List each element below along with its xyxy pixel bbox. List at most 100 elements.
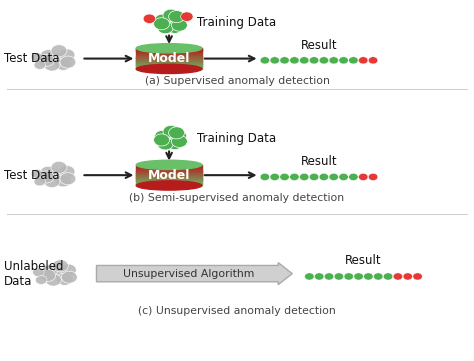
Circle shape	[319, 57, 328, 64]
Text: Model: Model	[148, 169, 190, 182]
Circle shape	[339, 57, 348, 64]
Circle shape	[57, 273, 73, 285]
Circle shape	[61, 271, 77, 283]
Circle shape	[260, 57, 270, 64]
Text: Test Data: Test Data	[4, 169, 60, 182]
Text: (b) Semi-supervised anomaly detection: (b) Semi-supervised anomaly detection	[129, 192, 345, 203]
Bar	[137, 52, 202, 53]
Circle shape	[171, 130, 186, 142]
Circle shape	[315, 273, 324, 280]
Ellipse shape	[137, 64, 202, 74]
Circle shape	[358, 57, 368, 64]
Bar	[137, 165, 202, 166]
Circle shape	[59, 166, 75, 178]
Bar	[137, 58, 202, 59]
Bar	[137, 166, 202, 168]
Circle shape	[60, 56, 76, 68]
Bar	[137, 61, 202, 62]
Circle shape	[181, 12, 193, 21]
Bar	[137, 177, 202, 178]
Bar	[137, 51, 202, 52]
Bar	[137, 60, 202, 61]
Bar	[137, 56, 202, 57]
Circle shape	[368, 173, 378, 180]
Circle shape	[46, 274, 61, 286]
Bar	[137, 174, 202, 175]
Circle shape	[270, 173, 279, 180]
Circle shape	[55, 58, 71, 70]
Circle shape	[172, 19, 187, 31]
Circle shape	[290, 173, 299, 180]
Circle shape	[157, 138, 173, 150]
Bar	[137, 179, 202, 180]
Text: Test Data: Test Data	[4, 52, 60, 65]
Circle shape	[358, 173, 368, 180]
Bar	[137, 176, 202, 177]
Circle shape	[51, 45, 67, 57]
Bar	[137, 178, 202, 179]
Bar	[137, 173, 202, 174]
Bar	[137, 62, 202, 63]
Bar	[137, 48, 202, 49]
Circle shape	[329, 173, 338, 180]
Circle shape	[161, 132, 177, 145]
Bar	[137, 49, 202, 50]
Circle shape	[344, 273, 354, 280]
Circle shape	[33, 268, 44, 277]
Circle shape	[51, 161, 67, 173]
Bar	[137, 171, 202, 172]
Bar	[137, 65, 202, 66]
Circle shape	[157, 22, 173, 34]
Circle shape	[155, 14, 171, 26]
Circle shape	[42, 265, 57, 277]
Circle shape	[167, 138, 182, 149]
Circle shape	[44, 175, 60, 188]
Bar	[137, 172, 202, 173]
Bar	[137, 67, 202, 68]
Circle shape	[172, 135, 187, 147]
Bar	[137, 50, 202, 51]
Circle shape	[40, 50, 56, 62]
Circle shape	[40, 269, 56, 282]
Circle shape	[290, 57, 299, 64]
Bar	[137, 180, 202, 181]
Bar	[137, 56, 202, 57]
Circle shape	[155, 130, 171, 143]
Circle shape	[374, 273, 383, 280]
Text: Result: Result	[301, 156, 337, 169]
Bar	[137, 66, 202, 68]
Circle shape	[53, 260, 68, 272]
Bar	[137, 55, 202, 56]
Bar	[137, 49, 202, 50]
Circle shape	[280, 173, 289, 180]
Text: (a) Supervised anomaly detection: (a) Supervised anomaly detection	[145, 76, 329, 86]
Bar	[137, 174, 202, 175]
Bar	[137, 181, 202, 182]
Circle shape	[339, 173, 348, 180]
Bar	[137, 53, 202, 55]
Circle shape	[413, 273, 422, 280]
Circle shape	[300, 57, 309, 64]
Circle shape	[171, 13, 186, 26]
Bar	[137, 48, 202, 49]
Circle shape	[49, 169, 64, 181]
Bar	[137, 177, 202, 178]
Bar	[137, 61, 202, 62]
FancyArrow shape	[97, 262, 292, 284]
Bar	[137, 182, 202, 183]
Circle shape	[60, 264, 76, 276]
Text: Model: Model	[148, 52, 190, 65]
Circle shape	[31, 169, 43, 178]
Circle shape	[31, 53, 43, 61]
Bar	[137, 178, 202, 179]
Bar	[137, 55, 202, 56]
Circle shape	[40, 166, 56, 178]
Bar	[137, 59, 202, 60]
Circle shape	[36, 276, 47, 284]
Circle shape	[163, 125, 179, 138]
Bar	[137, 66, 202, 67]
Circle shape	[403, 273, 412, 280]
Circle shape	[38, 171, 55, 183]
Circle shape	[50, 268, 66, 280]
Circle shape	[270, 57, 279, 64]
